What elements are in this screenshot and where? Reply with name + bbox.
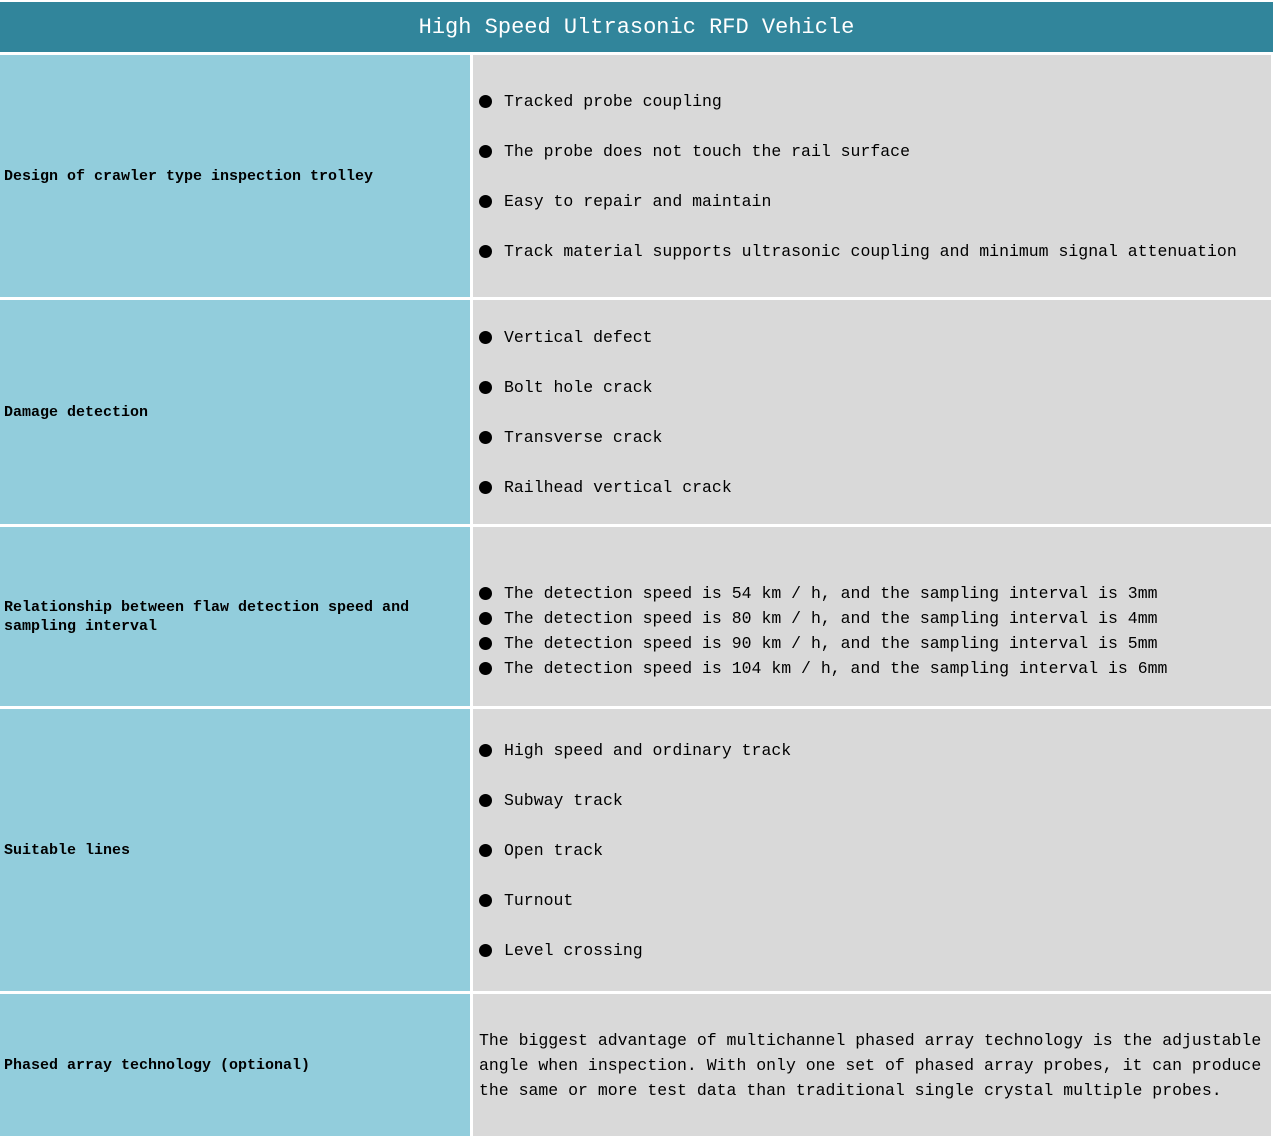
bullet-icon — [479, 380, 492, 394]
list-item: The detection speed is 90 km / h, and th… — [479, 631, 1267, 656]
item-text: Vertical defect — [504, 327, 653, 347]
bullet-icon — [479, 943, 492, 957]
list-item: The detection speed is 80 km / h, and th… — [479, 606, 1267, 631]
row-content: High speed and ordinary track Subway tra… — [473, 709, 1271, 991]
bullet-icon — [479, 144, 492, 158]
row-content: Vertical defect Bolt hole crack Transver… — [473, 300, 1271, 524]
row-content: Tracked probe coupling The probe does no… — [473, 55, 1271, 297]
list-item: Level crossing — [479, 938, 1267, 963]
item-text: Easy to repair and maintain — [504, 191, 772, 211]
item-text: High speed and ordinary track — [504, 740, 792, 760]
item-text: Track material supports ultrasonic coupl… — [504, 241, 1237, 261]
item-text: Tracked probe coupling — [504, 91, 722, 111]
row-label: Relationship between flaw detection spee… — [0, 527, 470, 706]
item-text: Transverse crack — [504, 427, 663, 447]
item-text: Turnout — [504, 890, 574, 910]
list-item: High speed and ordinary track — [479, 738, 1267, 763]
bullet-icon — [479, 194, 492, 208]
row-label-text: Phased array technology (optional) — [4, 1056, 311, 1074]
list-item: Railhead vertical crack — [479, 475, 1267, 500]
list-item: Vertical defect — [479, 325, 1267, 350]
row-content: The detection speed is 54 km / h, and th… — [473, 527, 1271, 706]
bullet-icon — [479, 430, 492, 444]
item-text: Open track — [504, 840, 604, 860]
table-row: Suitable lines High speed and ordinary t… — [0, 709, 1273, 991]
page-title: High Speed Ultrasonic RFD Vehicle — [418, 14, 855, 40]
row-label: Suitable lines — [0, 709, 470, 991]
list-item: Turnout — [479, 888, 1267, 913]
bullet-icon — [479, 893, 492, 907]
item-text: The detection speed is 54 km / h, and th… — [504, 583, 1158, 603]
row-label-text: Design of crawler type inspection trolle… — [4, 167, 374, 185]
table-row: Damage detection Vertical defect Bolt ho… — [0, 300, 1273, 524]
item-text: The detection speed is 80 km / h, and th… — [504, 608, 1158, 628]
list-item: The detection speed is 104 km / h, and t… — [479, 656, 1267, 681]
item-text: Subway track — [504, 790, 623, 810]
bullet-icon — [479, 611, 492, 625]
spec-table: Design of crawler type inspection trolle… — [0, 55, 1273, 1136]
bullet-icon — [479, 743, 492, 757]
item-text: The detection speed is 104 km / h, and t… — [504, 658, 1168, 678]
list-item: Bolt hole crack — [479, 375, 1267, 400]
bullet-icon — [479, 793, 492, 807]
bullet-icon — [479, 661, 492, 675]
bullet-icon — [479, 330, 492, 344]
list-item: Subway track — [479, 788, 1267, 813]
row-label: Phased array technology (optional) — [0, 994, 470, 1136]
row-label-text: Relationship between flaw detection spee… — [4, 598, 410, 635]
bullet-icon — [479, 480, 492, 494]
item-text: Railhead vertical crack — [504, 477, 732, 497]
list-item: Track material supports ultrasonic coupl… — [479, 239, 1267, 264]
item-text: Level crossing — [504, 940, 643, 960]
list-item: The probe does not touch the rail surfac… — [479, 139, 1267, 164]
row-content: The biggest advantage of multichannel ph… — [473, 994, 1271, 1136]
item-text: The detection speed is 90 km / h, and th… — [504, 633, 1158, 653]
list-item: Tracked probe coupling — [479, 89, 1267, 114]
bullet-icon — [479, 636, 492, 650]
list-item: Transverse crack — [479, 425, 1267, 450]
bullet-icon — [479, 244, 492, 258]
paragraph: The biggest advantage of multichannel ph… — [479, 1030, 1262, 1100]
row-label: Damage detection — [0, 300, 470, 524]
table-row: Design of crawler type inspection trolle… — [0, 55, 1273, 297]
row-label-text: Damage detection — [4, 403, 149, 421]
item-text: Bolt hole crack — [504, 377, 653, 397]
row-label-text: Suitable lines — [4, 841, 131, 859]
bullet-icon — [479, 586, 492, 600]
item-text: The probe does not touch the rail surfac… — [504, 141, 910, 161]
table-row: Phased array technology (optional) The b… — [0, 994, 1273, 1136]
list-item: Open track — [479, 838, 1267, 863]
row-label: Design of crawler type inspection trolle… — [0, 55, 470, 297]
table-header: High Speed Ultrasonic RFD Vehicle — [0, 2, 1273, 52]
bullet-icon — [479, 94, 492, 108]
list-item: The detection speed is 54 km / h, and th… — [479, 581, 1267, 606]
table-row: Relationship between flaw detection spee… — [0, 527, 1273, 706]
list-item: Easy to repair and maintain — [479, 189, 1267, 214]
bullet-icon — [479, 843, 492, 857]
